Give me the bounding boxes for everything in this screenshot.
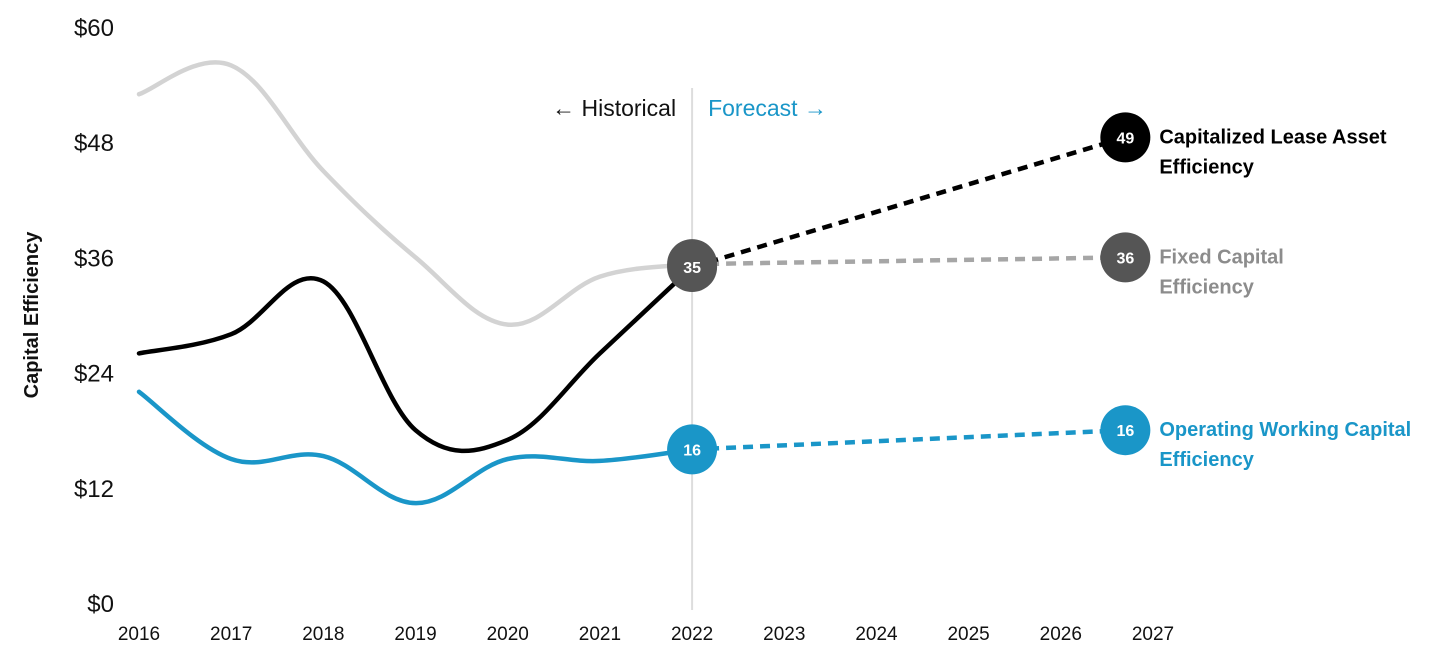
forecast-line-fixed-capital bbox=[692, 255, 1126, 267]
end-marker-label-operating-working-capital: 16 bbox=[1116, 423, 1134, 440]
start-marker-label-operating-working-capital: 16 bbox=[683, 442, 701, 459]
start-marker-capitalized-lease bbox=[667, 242, 718, 292]
markers-capitalized-lease: 35 49 Capitalized Lease Asset Efficiency bbox=[667, 112, 1387, 292]
x-axis: 2016 2017 2018 2019 2020 2021 2022 2023 2024 2025… bbox=[118, 624, 1174, 645]
series-label-fixed-capital: Fixed Capital bbox=[1159, 246, 1283, 268]
series-line-operating-working-capital bbox=[136, 389, 695, 506]
series-layer: 3536Fixed CapitalEfficiency3549Capitaliz… bbox=[136, 60, 1411, 506]
y-axis-label: Capital Efficiency bbox=[21, 231, 43, 399]
y-tick-label: $24 bbox=[74, 361, 114, 388]
historical-label: ← Historical bbox=[552, 95, 676, 121]
end-marker-fixed-capital bbox=[1100, 232, 1151, 283]
series-line-fixed-capital bbox=[136, 60, 695, 327]
start-marker-label-capitalized-lease: 35 bbox=[683, 260, 701, 277]
forecast-label: Forecast → bbox=[708, 95, 827, 121]
x-tick-label: 2017 bbox=[210, 624, 252, 645]
x-tick-label: 2023 bbox=[763, 624, 805, 645]
end-marker-label-capitalized-lease: 49 bbox=[1116, 130, 1134, 147]
x-tick-label: 2018 bbox=[302, 624, 344, 645]
series-label-fixed-capital: Efficiency bbox=[1159, 276, 1254, 298]
series-fixed-capital bbox=[136, 60, 1126, 327]
series-line-capitalized-lease bbox=[136, 264, 695, 454]
markers-fixed-capital: 35 36 Fixed Capital Efficiency bbox=[667, 232, 1284, 298]
series-label-capitalized-lease: Capitalized Lease Asset bbox=[1159, 126, 1386, 148]
end-marker-label-fixed-capital: 36 bbox=[1116, 250, 1134, 267]
series-label-capitalized-lease: Efficiency bbox=[1159, 156, 1254, 178]
x-tick-label: 2024 bbox=[855, 624, 898, 645]
end-marker-capitalized-lease bbox=[1100, 112, 1151, 163]
x-tick-label: 2021 bbox=[579, 624, 621, 645]
x-tick-label: 2016 bbox=[118, 624, 160, 645]
x-tick-label: 2025 bbox=[947, 624, 989, 645]
y-tick-label: $48 bbox=[74, 130, 114, 157]
forecast-line-capitalized-lease bbox=[691, 135, 1126, 270]
y-tick-label: $0 bbox=[87, 591, 114, 618]
series-label-operating-working-capital: Efficiency bbox=[1159, 449, 1254, 471]
x-tick-label: 2019 bbox=[394, 624, 436, 645]
start-marker-operating-working-capital bbox=[667, 424, 718, 475]
y-tick-label: $36 bbox=[74, 245, 114, 272]
markers-operating-working-capital: 16 16 Operating Working Capital Efficiency bbox=[667, 405, 1411, 475]
x-tick-label: 2026 bbox=[1040, 624, 1082, 645]
x-tick-label: 2022 bbox=[671, 624, 713, 645]
series-capitalized-lease bbox=[136, 135, 1126, 454]
forecast-line-operating-working-capital bbox=[691, 427, 1126, 452]
y-tick-label: $12 bbox=[74, 476, 114, 503]
x-tick-label: 2027 bbox=[1132, 624, 1174, 645]
y-tick-label: $60 bbox=[74, 15, 114, 42]
series-label-operating-working-capital: Operating Working Capital bbox=[1159, 419, 1411, 441]
end-marker-operating-working-capital bbox=[1100, 405, 1151, 456]
series-operating-working-capital bbox=[136, 389, 1126, 506]
y-axis: $0 $12 $24 $36 $48 $60 bbox=[74, 15, 114, 618]
x-tick-label: 2020 bbox=[487, 624, 529, 645]
